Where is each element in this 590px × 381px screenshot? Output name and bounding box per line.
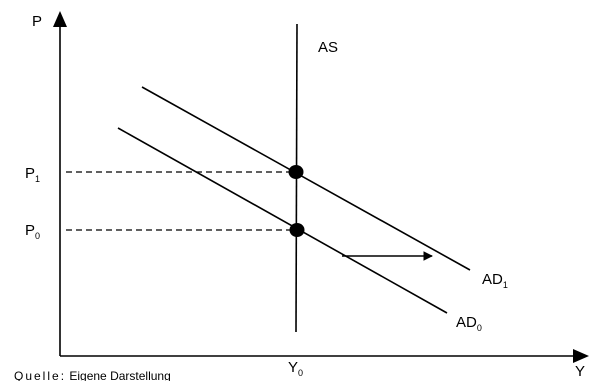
y0-label: Y0 bbox=[288, 359, 303, 378]
y-axis-arrowhead bbox=[53, 11, 67, 27]
y-axis-label: P bbox=[32, 13, 42, 30]
p0-label: P0 bbox=[25, 222, 40, 241]
ad1-label: AD1 bbox=[482, 271, 508, 290]
source-note: Quelle: Eigene Darstellung bbox=[14, 369, 171, 381]
equilibrium-point-0 bbox=[289, 223, 305, 237]
x-axis-label: Y bbox=[575, 363, 585, 380]
ad0-curve bbox=[117, 127, 448, 314]
p1-label: P1 bbox=[25, 165, 40, 184]
ad1-curve bbox=[141, 86, 471, 271]
ad0-label: AD0 bbox=[456, 314, 482, 333]
as-label: AS bbox=[318, 39, 338, 56]
equilibrium-point-1 bbox=[288, 165, 304, 179]
x-axis-arrowhead bbox=[573, 349, 589, 363]
